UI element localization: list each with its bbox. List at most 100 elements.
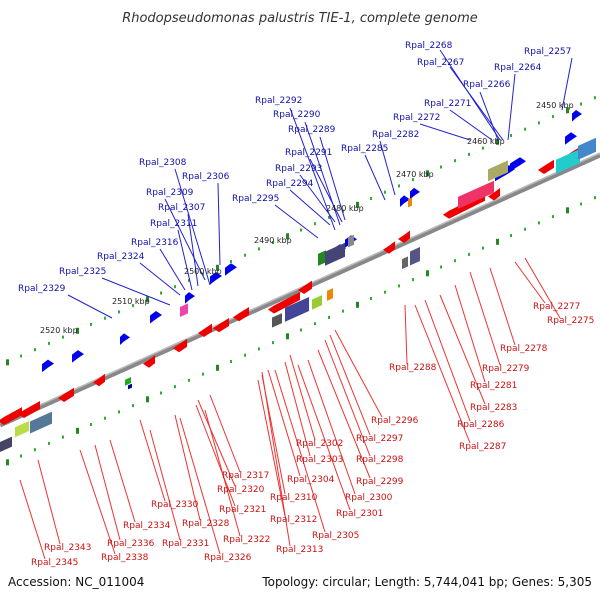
gene-label[interactable]: Rpal_2266: [463, 80, 511, 90]
tick-mark: [454, 159, 456, 163]
gene-label[interactable]: Rpal_2330: [151, 500, 199, 510]
gene-label[interactable]: Rpal_2325: [59, 267, 106, 277]
gene-label[interactable]: Rpal_2289: [288, 125, 336, 135]
reverse-gene-arrow: [298, 280, 312, 294]
tick-mark: [370, 297, 372, 300]
gene-label[interactable]: Rpal_2312: [270, 515, 317, 525]
reverse-leader-line: [334, 329, 383, 418]
gene-label[interactable]: Rpal_2334: [123, 521, 171, 531]
gene-label[interactable]: Rpal_2302: [296, 439, 343, 449]
kbp-label: 2450 kbp: [536, 101, 574, 110]
gene-label[interactable]: Rpal_2298: [356, 455, 404, 465]
gene-label[interactable]: Rpal_2275: [547, 316, 594, 326]
gene-label[interactable]: Rpal_2324: [97, 252, 145, 262]
reverse-gene-arrow: [58, 387, 74, 402]
reverse-leader-line: [174, 414, 201, 521]
gene-label[interactable]: Rpal_2290: [273, 110, 321, 120]
gene-label[interactable]: Rpal_2310: [270, 493, 318, 503]
forward-leader-line: [289, 189, 331, 226]
gene-label[interactable]: Rpal_2322: [223, 535, 270, 545]
tick-mark: [34, 348, 36, 352]
tick-mark: [6, 359, 9, 366]
gene-label[interactable]: Rpal_2313: [276, 545, 323, 555]
tick-mark: [90, 423, 92, 426]
gene-label[interactable]: Rpal_2343: [44, 543, 91, 553]
gene-label[interactable]: Rpal_2345: [31, 558, 78, 568]
gene-label[interactable]: Rpal_2326: [204, 553, 252, 563]
gene-label[interactable]: Rpal_2288: [389, 363, 437, 373]
forward-gene-arrow: [565, 132, 577, 145]
forward-gene-arrow: [410, 187, 420, 200]
gene-label[interactable]: Rpal_2282: [372, 130, 419, 140]
tick-mark: [118, 310, 120, 314]
tick-mark: [440, 265, 442, 269]
gene-label[interactable]: Rpal_2321: [219, 505, 266, 515]
forward-leader-line: [479, 91, 499, 141]
reverse-leader-line: [489, 267, 516, 346]
tick-mark: [272, 241, 274, 245]
reverse-leader-line: [324, 339, 371, 457]
gene-label[interactable]: Rpal_2285: [341, 144, 388, 154]
gene-label[interactable]: Rpal_2296: [371, 416, 419, 426]
gene-block: [488, 160, 508, 182]
gene-label[interactable]: Rpal_2311: [150, 219, 197, 229]
gene-label[interactable]: Rpal_2329: [18, 284, 66, 294]
gene-label[interactable]: Rpal_2304: [287, 475, 335, 485]
gene-block: [318, 250, 326, 266]
reverse-gene-arrow: [398, 230, 410, 243]
tick-mark: [174, 285, 176, 289]
gene-block: [348, 234, 354, 248]
gene-label[interactable]: Rpal_2331: [162, 539, 209, 549]
gene-label[interactable]: Rpal_2267: [417, 58, 464, 68]
forward-leader-line: [217, 182, 221, 266]
tick-mark: [202, 272, 204, 276]
gene-label[interactable]: Rpal_2303: [296, 455, 343, 465]
gene-label[interactable]: Rpal_2336: [107, 539, 155, 549]
tick-mark: [90, 323, 92, 326]
gene-label[interactable]: Rpal_2328: [182, 519, 230, 529]
tick-mark: [510, 234, 512, 237]
gene-label[interactable]: Rpal_2308: [139, 158, 187, 168]
gene-label[interactable]: Rpal_2306: [182, 172, 230, 182]
gene-label[interactable]: Rpal_2338: [101, 553, 149, 563]
reverse-leader-line: [289, 354, 316, 441]
gene-label[interactable]: Rpal_2309: [146, 188, 194, 198]
tick-mark: [580, 102, 582, 106]
tick-mark: [314, 322, 316, 326]
gene-label[interactable]: Rpal_2278: [500, 344, 548, 354]
gene-label[interactable]: Rpal_2316: [131, 238, 179, 248]
gene-label[interactable]: Rpal_2257: [524, 47, 571, 57]
gene-label[interactable]: Rpal_2286: [457, 420, 505, 430]
tick-mark: [174, 385, 176, 389]
gene-label[interactable]: Rpal_2294: [266, 179, 314, 189]
gene-label[interactable]: Rpal_2277: [533, 302, 580, 312]
gene-block: [402, 256, 408, 270]
gene-label[interactable]: Rpal_2279: [482, 364, 530, 374]
gene-label[interactable]: Rpal_2283: [470, 403, 517, 413]
gene-label[interactable]: Rpal_2281: [470, 381, 517, 391]
gene-label[interactable]: Rpal_2291: [285, 148, 332, 158]
tick-mark: [300, 228, 302, 232]
gene-label[interactable]: Rpal_2295: [232, 194, 279, 204]
gene-label[interactable]: Rpal_2317: [222, 471, 269, 481]
forward-leader-line: [449, 109, 493, 141]
reverse-leader-line: [267, 369, 301, 477]
reverse-leader-line: [139, 419, 166, 502]
gene-label[interactable]: Rpal_2299: [356, 477, 404, 487]
gene-label[interactable]: Rpal_2305: [312, 531, 359, 541]
gene-label[interactable]: Rpal_2268: [405, 41, 453, 51]
reverse-leader-line: [37, 459, 61, 545]
gene-label[interactable]: Rpal_2264: [494, 63, 542, 73]
reverse-leader-line: [454, 284, 486, 383]
gene-label[interactable]: Rpal_2287: [459, 442, 506, 452]
gene-label[interactable]: Rpal_2307: [158, 203, 205, 213]
gene-label[interactable]: Rpal_2320: [217, 485, 265, 495]
kbp-label: 2510 kbp: [112, 297, 150, 306]
gene-label[interactable]: Rpal_2293: [275, 164, 322, 174]
gene-label[interactable]: Rpal_2271: [424, 99, 471, 109]
gene-label[interactable]: Rpal_2301: [336, 509, 383, 519]
gene-label[interactable]: Rpal_2300: [345, 493, 393, 503]
gene-label[interactable]: Rpal_2292: [255, 96, 302, 106]
gene-label[interactable]: Rpal_2272: [393, 113, 440, 123]
gene-label[interactable]: Rpal_2297: [356, 434, 403, 444]
